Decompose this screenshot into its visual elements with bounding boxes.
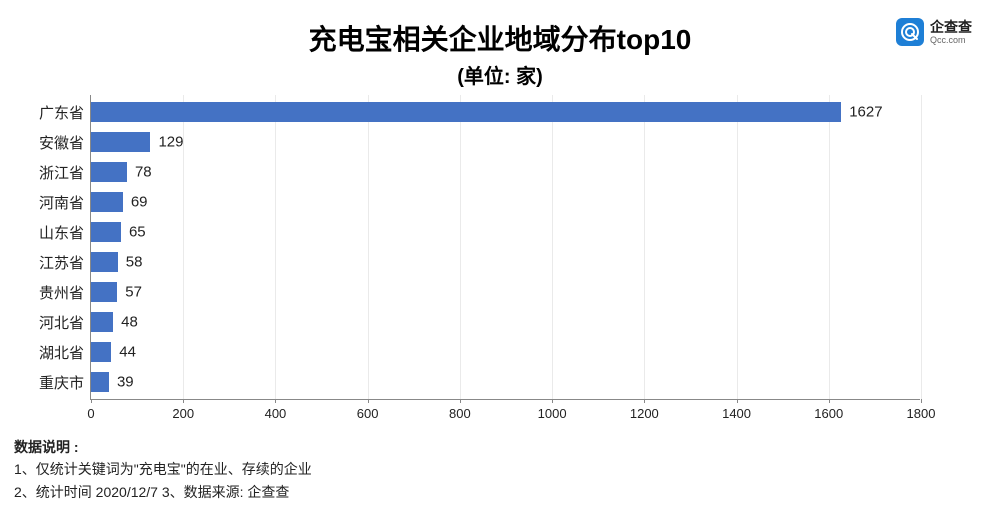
y-category-label: 贵州省 [4,282,84,303]
y-category-label: 重庆市 [4,372,84,393]
brand-logo: 企查查 Qcc.com [896,18,972,46]
x-tick [368,399,369,403]
logo-text: 企查查 Qcc.com [930,20,972,45]
logo-cn: 企查查 [930,20,972,34]
chart-title: 充电宝相关企业地域分布top10 [0,18,1000,58]
bar-row: 广东省1627 [91,97,920,127]
logo-en: Qcc.com [930,36,972,45]
x-tick [91,399,92,403]
bar [91,252,118,272]
bar-value-label: 48 [121,314,138,331]
bar-value-label: 78 [135,164,152,181]
bar-value-label: 65 [129,224,146,241]
y-category-label: 河南省 [4,192,84,213]
bar [91,192,123,212]
chart-title-block: 充电宝相关企业地域分布top10 (单位: 家) [0,0,1000,89]
bar-value-label: 57 [125,284,142,301]
bar-row: 河南省69 [91,187,920,217]
x-tick-label: 1200 [630,406,659,421]
bar-value-label: 129 [158,134,183,151]
x-tick-label: 1600 [814,406,843,421]
notes-line-1: 1、仅统计关键词为"充电宝"的在业、存续的企业 [14,458,312,480]
bar-value-label: 39 [117,374,134,391]
bar-row: 重庆市39 [91,367,920,397]
bar [91,282,117,302]
y-category-label: 河北省 [4,312,84,333]
chart-area: 0 200 400 600 800 1000 1200 1400 1600 1800 广东省1627… [90,95,960,425]
x-tick-label: 0 [87,406,94,421]
x-tick-label: 600 [357,406,379,421]
x-tick [183,399,184,403]
y-category-label: 山东省 [4,222,84,243]
x-tick [737,399,738,403]
bar [91,342,111,362]
bar-value-label: 1627 [849,104,882,121]
bar-row: 安徽省129 [91,127,920,157]
bar [91,222,121,242]
bar [91,162,127,182]
qcc-icon [896,18,924,46]
notes-header: 数据说明 : [14,436,312,458]
bar-row: 湖北省44 [91,337,920,367]
bar-row: 河北省48 [91,307,920,337]
y-category-label: 湖北省 [4,342,84,363]
x-tick [552,399,553,403]
x-tick-label: 400 [265,406,287,421]
bar [91,102,841,122]
y-category-label: 浙江省 [4,162,84,183]
gridline [921,95,922,399]
x-tick [644,399,645,403]
bar-row: 江苏省58 [91,247,920,277]
bar-row: 贵州省57 [91,277,920,307]
y-category-label: 江苏省 [4,252,84,273]
bar [91,372,109,392]
bar-row: 浙江省78 [91,157,920,187]
y-category-label: 安徽省 [4,132,84,153]
bar [91,132,150,152]
bar-value-label: 69 [131,194,148,211]
data-notes: 数据说明 : 1、仅统计关键词为"充电宝"的在业、存续的企业 2、统计时间 20… [14,436,312,503]
plot-region: 020040060080010001200140016001800广东省1627… [90,95,920,400]
x-tick-label: 1400 [722,406,751,421]
bar-value-label: 58 [126,254,143,271]
x-tick-label: 1800 [907,406,936,421]
notes-line-2: 2、统计时间 2020/12/7 3、数据来源: 企查查 [14,481,312,503]
y-category-label: 广东省 [4,102,84,123]
bar-value-label: 44 [119,344,136,361]
chart-subtitle: (单位: 家) [0,60,1000,89]
x-tick-label: 1000 [538,406,567,421]
x-tick [460,399,461,403]
bar-row: 山东省65 [91,217,920,247]
x-tick-label: 800 [449,406,471,421]
x-tick [275,399,276,403]
x-tick [921,399,922,403]
x-tick-label: 200 [172,406,194,421]
bar [91,312,113,332]
x-tick [829,399,830,403]
